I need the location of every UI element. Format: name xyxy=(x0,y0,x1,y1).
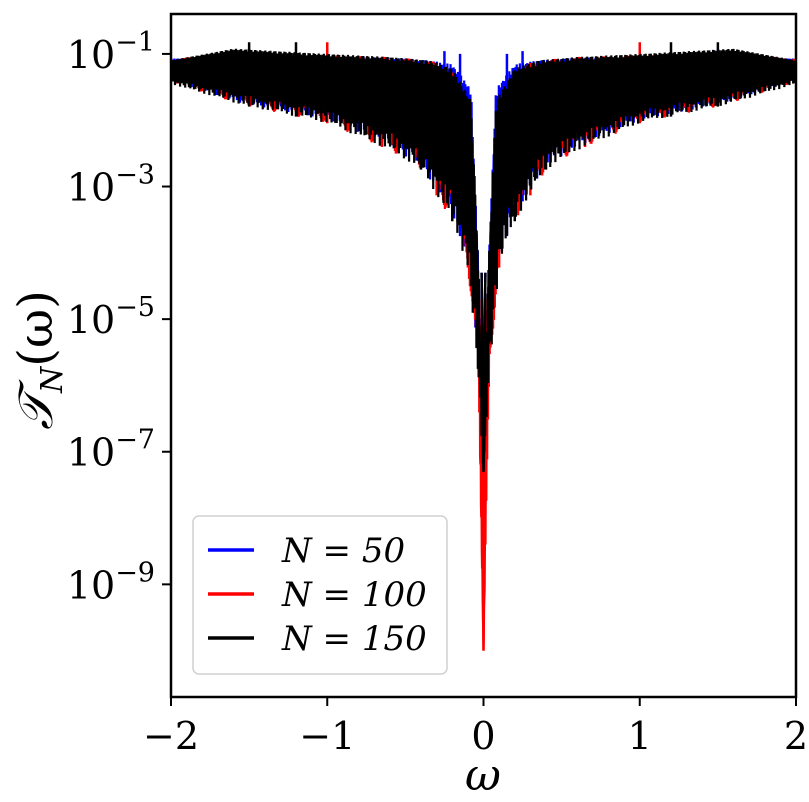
y-tick-base: 10 xyxy=(67,166,115,210)
y-tick-label: 10−9 xyxy=(67,557,155,607)
legend-label: N = 50 xyxy=(281,531,405,571)
y-tick-exponent: −1 xyxy=(115,27,155,58)
legend-box xyxy=(192,515,448,675)
legend-label: N = 100 xyxy=(281,575,427,615)
x-tick-label: −1 xyxy=(299,714,355,758)
y-tick-exponent: −3 xyxy=(115,160,155,191)
y-tick-label: 10−3 xyxy=(67,160,155,210)
y-tick-exponent: −7 xyxy=(115,425,155,456)
x-tick-label: −2 xyxy=(143,714,199,758)
legend-label: N = 150 xyxy=(281,619,427,659)
y-tick-base: 10 xyxy=(67,298,115,342)
y-tick-label: 10−1 xyxy=(67,27,155,77)
y-tick-label: 10−5 xyxy=(67,292,155,342)
y-tick-exponent: −5 xyxy=(115,292,155,323)
x-axis: −2 −1 0 1 2 xyxy=(143,697,808,758)
y-tick-base: 10 xyxy=(67,431,115,475)
x-tick-label: 2 xyxy=(784,714,808,758)
y-axis-label-tail: (ω) xyxy=(8,290,64,367)
y-tick-base: 10 xyxy=(67,563,115,607)
y-tick-label: 10−7 xyxy=(67,425,155,475)
series-layer xyxy=(171,42,796,651)
y-tick-base: 10 xyxy=(67,33,115,77)
y-axis: 10−110−310−510−710−9 xyxy=(67,27,171,607)
series-center-dip xyxy=(480,272,487,472)
svg-text:𝒯N(ω): 𝒯N(ω) xyxy=(8,290,70,430)
x-tick-label: 1 xyxy=(628,714,652,758)
x-tick-label: 0 xyxy=(471,714,495,758)
x-axis-label: ω xyxy=(465,750,501,801)
y-tick-exponent: −9 xyxy=(115,557,155,588)
y-axis-label-sub: N xyxy=(35,365,70,394)
y-axis-label: 𝒯N(ω) xyxy=(8,290,70,430)
